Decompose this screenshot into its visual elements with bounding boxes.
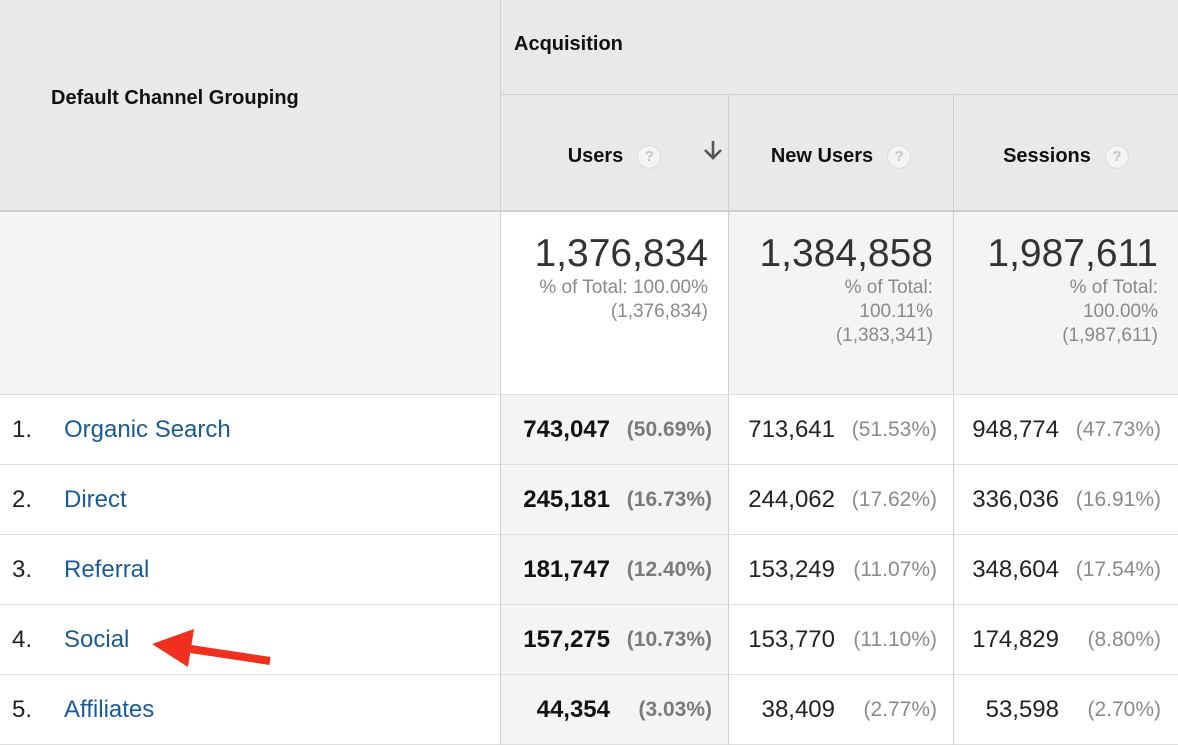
- new-users-cell: 713,641 (51.53%): [729, 395, 954, 465]
- users-total-line: (1,376,834): [610, 301, 708, 322]
- sessions-value: 948,774: [972, 415, 1059, 443]
- users-column-header[interactable]: Users ?: [501, 95, 729, 212]
- users-value: 245,181: [523, 485, 610, 513]
- channel-link[interactable]: Social: [64, 625, 130, 653]
- new-users-header-label: New Users: [770, 145, 874, 167]
- row-index: 5.: [12, 695, 33, 723]
- sessions-total-line: (1,987,611): [1062, 325, 1158, 346]
- sessions-value: 174,829: [972, 625, 1059, 653]
- sessions-value: 348,604: [972, 555, 1059, 583]
- sessions-percent: (8.80%): [1087, 627, 1161, 651]
- channel-link[interactable]: Direct: [64, 485, 127, 513]
- users-percent: (50.69%): [626, 417, 712, 441]
- row-index: 4.: [12, 625, 33, 653]
- table-row: 2. Direct: [0, 465, 501, 535]
- new-users-cell: 244,062 (17.62%): [729, 465, 954, 535]
- new-users-column-header[interactable]: New Users ?: [729, 95, 954, 212]
- dimension-header[interactable]: Default Channel Grouping: [0, 0, 501, 212]
- new-users-value: 153,249: [748, 555, 835, 583]
- new-users-percent: (2.77%): [863, 697, 937, 721]
- table-row: 4. Social: [0, 605, 501, 675]
- row-index: 1.: [12, 415, 33, 443]
- help-icon[interactable]: ?: [887, 144, 912, 169]
- new-users-total-line: 100.11%: [859, 301, 933, 322]
- users-cell: 157,275 (10.73%): [501, 605, 729, 675]
- users-percent: (16.73%): [626, 487, 712, 511]
- new-users-total-value: 1,384,858: [759, 232, 933, 275]
- users-cell: 743,047 (50.69%): [501, 395, 729, 465]
- sessions-value: 336,036: [972, 485, 1059, 513]
- users-cell: 181,747 (12.40%): [501, 535, 729, 605]
- users-cell: 44,354 (3.03%): [501, 675, 729, 745]
- users-value: 743,047: [523, 415, 610, 443]
- sessions-percent: (16.91%): [1075, 487, 1161, 511]
- new-users-total-line: % of Total:: [844, 277, 933, 298]
- new-users-percent: (11.10%): [853, 627, 937, 651]
- group-header-label: Acquisition: [514, 33, 623, 55]
- sessions-header-label: Sessions: [1003, 145, 1091, 167]
- help-icon[interactable]: ?: [637, 144, 662, 169]
- new-users-cell: 153,249 (11.07%): [729, 535, 954, 605]
- sessions-column-header[interactable]: Sessions ?: [954, 95, 1178, 212]
- totals-dimension-cell: [0, 212, 501, 395]
- sessions-total: 1,987,611 % of Total: 100.00% (1,987,611…: [954, 212, 1178, 395]
- users-percent: (10.73%): [626, 627, 712, 651]
- dimension-header-label: Default Channel Grouping: [51, 86, 299, 109]
- channel-link[interactable]: Referral: [64, 555, 150, 583]
- new-users-percent: (17.62%): [851, 487, 937, 511]
- table-row: 1. Organic Search: [0, 395, 501, 465]
- new-users-percent: (51.53%): [851, 417, 937, 441]
- users-value: 181,747: [523, 555, 610, 583]
- users-percent: (12.40%): [626, 557, 712, 581]
- sessions-cell: 948,774 (47.73%): [954, 395, 1178, 465]
- new-users-value: 713,641: [748, 415, 835, 443]
- new-users-total: 1,384,858 % of Total: 100.11% (1,383,341…: [729, 212, 954, 395]
- acquisition-group-header: Acquisition: [501, 0, 1178, 95]
- users-total-value: 1,376,834: [534, 232, 708, 275]
- sessions-total-line: % of Total:: [1069, 277, 1158, 298]
- users-value: 157,275: [523, 625, 610, 653]
- users-value: 44,354: [536, 695, 610, 723]
- new-users-percent: (11.07%): [853, 557, 937, 581]
- sessions-cell: 348,604 (17.54%): [954, 535, 1178, 605]
- new-users-total-line: (1,383,341): [835, 325, 933, 346]
- users-total-line: % of Total: 100.00%: [539, 277, 708, 298]
- arrow-down-icon[interactable]: [702, 139, 724, 161]
- table-row: 3. Referral: [0, 535, 501, 605]
- sessions-cell: 336,036 (16.91%): [954, 465, 1178, 535]
- channel-link[interactable]: Affiliates: [64, 695, 155, 723]
- row-index: 2.: [12, 485, 33, 513]
- row-index: 3.: [12, 555, 33, 583]
- new-users-cell: 38,409 (2.77%): [729, 675, 954, 745]
- red-arrow-icon: [152, 629, 271, 667]
- new-users-value: 244,062: [748, 485, 835, 513]
- users-total: 1,376,834 % of Total: 100.00% (1,376,834…: [501, 212, 729, 395]
- sessions-percent: (17.54%): [1075, 557, 1161, 581]
- sessions-total-line: 100.00%: [1082, 301, 1158, 322]
- new-users-value: 38,409: [761, 695, 835, 723]
- table-row: 5. Affiliates: [0, 675, 501, 745]
- sessions-total-value: 1,987,611: [987, 232, 1158, 275]
- sessions-cell: 53,598 (2.70%): [954, 675, 1178, 745]
- sessions-percent: (47.73%): [1075, 417, 1161, 441]
- users-cell: 245,181 (16.73%): [501, 465, 729, 535]
- new-users-cell: 153,770 (11.10%): [729, 605, 954, 675]
- sessions-percent: (2.70%): [1087, 697, 1161, 721]
- users-header-label: Users: [567, 145, 624, 167]
- users-percent: (3.03%): [638, 697, 712, 721]
- sessions-cell: 174,829 (8.80%): [954, 605, 1178, 675]
- sessions-value: 53,598: [985, 695, 1059, 723]
- channel-link[interactable]: Organic Search: [64, 415, 231, 443]
- help-icon[interactable]: ?: [1104, 144, 1129, 169]
- new-users-value: 153,770: [748, 625, 835, 653]
